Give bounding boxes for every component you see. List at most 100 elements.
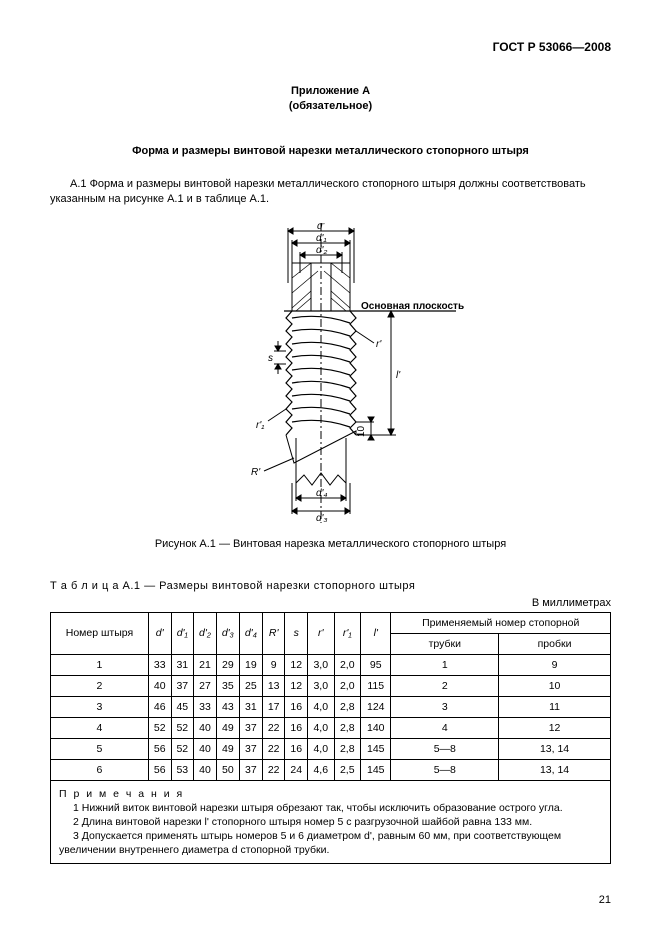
page-title: Форма и размеры винтовой нарезки металли… (50, 145, 611, 157)
table-a1: Номер штыря d' d'₁ d'₂ d'₃ d'₄ R' s r' r… (50, 612, 611, 781)
table-cell: 2,0 (334, 654, 361, 675)
th-col10: r'₁ (334, 612, 361, 654)
table-cell: 3 (51, 696, 149, 717)
fig-label-d1: d'₁ (316, 233, 327, 244)
table-cell: 13, 14 (499, 759, 611, 780)
table-cell: 37 (171, 675, 194, 696)
th-col3: d'₁ (171, 612, 194, 654)
table-cell: 145 (361, 759, 391, 780)
table-cell: 2,8 (334, 717, 361, 738)
th-col6: d'₄ (239, 612, 262, 654)
page-number: 21 (50, 894, 611, 906)
table-notes: П р и м е ч а н и я 1 Нижний виток винто… (50, 781, 611, 865)
table-cell: 49 (216, 717, 239, 738)
table-cell: 12 (499, 717, 611, 738)
table-cell: 40 (194, 759, 217, 780)
fig-label-r1: r'₁ (256, 420, 264, 431)
table-cell: 3,0 (308, 675, 335, 696)
fig-label-Rprime: R' (251, 467, 261, 478)
th-col2: d' (148, 612, 171, 654)
intro-paragraph: А.1 Форма и размеры винтовой нарезки мет… (50, 177, 611, 208)
table-cell: 31 (239, 696, 262, 717)
table-cell: 12 (285, 675, 308, 696)
table-cell: 22 (262, 759, 285, 780)
table-cell: 145 (361, 738, 391, 759)
table-cell: 22 (262, 738, 285, 759)
notes-title: П р и м е ч а н и я (59, 787, 602, 801)
table-cell: 19 (239, 654, 262, 675)
figure-a1: d' d'₁ d'₂ r' r'₁ R' s l' 10 d'₄ d'₃ Осн… (50, 223, 611, 523)
table-row: 133312129199123,02,09519 (51, 654, 611, 675)
table-cell: 29 (216, 654, 239, 675)
fig-label-d2: d'₂ (316, 245, 327, 256)
table-cell: 10 (499, 675, 611, 696)
fig-label-r: r' (376, 339, 382, 350)
table-cell: 49 (216, 738, 239, 759)
table-cell: 37 (239, 738, 262, 759)
table-cell: 25 (239, 675, 262, 696)
appendix-line2: (обязательное) (50, 99, 611, 114)
table-caption: Т а б л и ц а А.1 — Размеры винтовой нар… (50, 580, 611, 592)
table-cell: 52 (171, 738, 194, 759)
fig-label-s: s (268, 353, 273, 364)
table-cell: 16 (285, 738, 308, 759)
table-cell: 52 (148, 717, 171, 738)
table-cell: 4,0 (308, 696, 335, 717)
table-cell: 24 (285, 759, 308, 780)
table-cell: 16 (285, 696, 308, 717)
table-cell: 46 (148, 696, 171, 717)
table-cell: 22 (262, 717, 285, 738)
table-cell: 2 (391, 675, 499, 696)
table-cell: 13 (262, 675, 285, 696)
table-cell: 5 (51, 738, 149, 759)
table-cell: 13, 14 (499, 738, 611, 759)
fig-label-d4: d'₄ (316, 488, 327, 499)
fig-label-10: 10 (356, 425, 367, 437)
table-cell: 33 (148, 654, 171, 675)
table-cell: 11 (499, 696, 611, 717)
fig-label-plane: Основная плоскость (361, 301, 464, 312)
table-cell: 21 (194, 654, 217, 675)
th-col12a: трубки (391, 633, 499, 654)
fig-label-d: d' (317, 223, 326, 232)
table-cell: 5—8 (391, 759, 499, 780)
table-units: В миллиметрах (50, 597, 611, 609)
table-cell: 1 (391, 654, 499, 675)
table-cell: 124 (361, 696, 391, 717)
table-cell: 56 (148, 759, 171, 780)
th-col12b: пробки (499, 633, 611, 654)
table-cell: 56 (148, 738, 171, 759)
table-cell: 4,0 (308, 717, 335, 738)
table-cell: 40 (194, 738, 217, 759)
table-cell: 1 (51, 654, 149, 675)
table-cell: 17 (262, 696, 285, 717)
table-cell: 12 (285, 654, 308, 675)
table-cell: 2 (51, 675, 149, 696)
table-cell: 4,6 (308, 759, 335, 780)
table-row: 2403727352513123,02,0115210 (51, 675, 611, 696)
table-cell: 27 (194, 675, 217, 696)
table-cell: 35 (216, 675, 239, 696)
table-cell: 37 (239, 717, 262, 738)
table-row: 4525240493722164,02,8140412 (51, 717, 611, 738)
table-cell: 115 (361, 675, 391, 696)
th-col7: R' (262, 612, 285, 654)
fig-label-d3: d'₃ (316, 513, 327, 523)
appendix-line1: Приложение А (50, 84, 611, 99)
fig-label-lprime: l' (396, 370, 401, 381)
table-cell: 33 (194, 696, 217, 717)
table-cell: 4,0 (308, 738, 335, 759)
table-cell: 37 (239, 759, 262, 780)
table-cell: 9 (262, 654, 285, 675)
th-col4: d'₂ (194, 612, 217, 654)
table-row: 5565240493722164,02,81455—813, 14 (51, 738, 611, 759)
note-2: 2 Длина винтовой нарезки l' стопорного ш… (59, 815, 602, 829)
th-col5: d'₃ (216, 612, 239, 654)
note-3: 3 Допускается применять штырь номеров 5 … (59, 829, 602, 857)
note-1: 1 Нижний виток винтовой нарезки штыря об… (59, 801, 602, 815)
table-row: 3464533433117164,02,8124311 (51, 696, 611, 717)
table-cell: 40 (194, 717, 217, 738)
th-col1: Номер штыря (51, 612, 149, 654)
table-cell: 2,0 (334, 675, 361, 696)
table-cell: 45 (171, 696, 194, 717)
